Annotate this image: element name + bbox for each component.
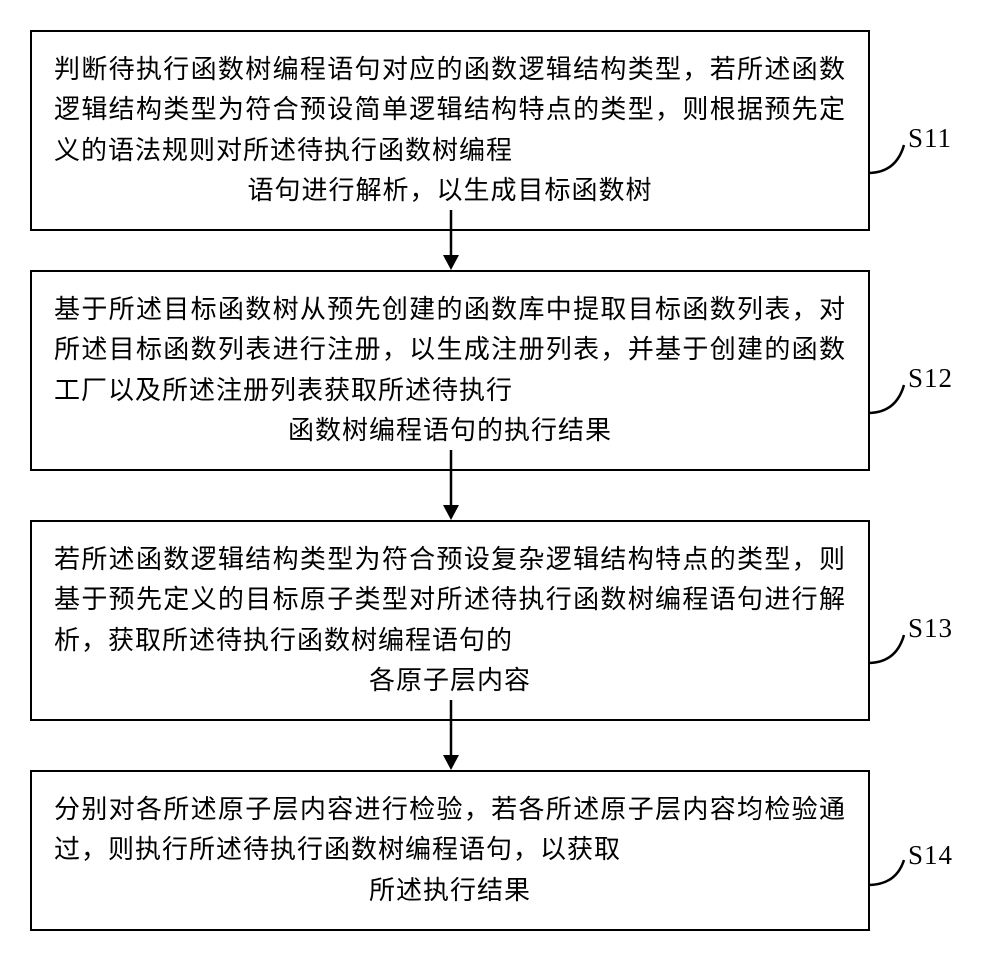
- step-text-main: 分别对各所述原子层内容进行检验，若各所述原子层内容均检验通过，则执行所述待执行函…: [54, 795, 846, 864]
- flow-arrow: [450, 450, 452, 520]
- step-text-last: 语句进行解析，以生成目标函数树: [54, 171, 846, 211]
- step-label: S14: [908, 840, 953, 871]
- flow-step-box: 分别对各所述原子层内容进行检验，若各所述原子层内容均检验通过，则执行所述待执行函…: [30, 770, 870, 931]
- step-text-main: 基于所述目标函数树从预先创建的函数库中提取目标函数列表，对所述目标函数列表进行注…: [54, 295, 846, 405]
- flow-step-box: 若所述函数逻辑结构类型为符合预设复杂逻辑结构特点的类型，则基于预先定义的目标原子…: [30, 520, 870, 721]
- flow-step: 基于所述目标函数树从预先创建的函数库中提取目标函数列表，对所述目标函数列表进行注…: [30, 270, 970, 471]
- step-label: S13: [908, 613, 953, 644]
- flow-step: 分别对各所述原子层内容进行检验，若各所述原子层内容均检验通过，则执行所述待执行函…: [30, 770, 970, 931]
- step-label: S12: [908, 363, 953, 394]
- step-text-last: 所述执行结果: [54, 871, 846, 911]
- flow-step-box: 基于所述目标函数树从预先创建的函数库中提取目标函数列表，对所述目标函数列表进行注…: [30, 270, 870, 471]
- step-text-last: 函数树编程语句的执行结果: [54, 411, 846, 451]
- flowchart-container: 判断待执行函数树编程语句对应的函数逻辑结构类型，若所述函数逻辑结构类型为符合预设…: [0, 0, 1000, 954]
- flow-step: 若所述函数逻辑结构类型为符合预设复杂逻辑结构特点的类型，则基于预先定义的目标原子…: [30, 520, 970, 721]
- flow-step-box: 判断待执行函数树编程语句对应的函数逻辑结构类型，若所述函数逻辑结构类型为符合预设…: [30, 30, 870, 231]
- step-label: S11: [908, 123, 952, 154]
- step-text-main: 判断待执行函数树编程语句对应的函数逻辑结构类型，若所述函数逻辑结构类型为符合预设…: [54, 55, 846, 165]
- flow-arrow: [450, 700, 452, 770]
- flow-step: 判断待执行函数树编程语句对应的函数逻辑结构类型，若所述函数逻辑结构类型为符合预设…: [30, 30, 970, 231]
- step-text-last: 各原子层内容: [54, 661, 846, 701]
- step-text-main: 若所述函数逻辑结构类型为符合预设复杂逻辑结构特点的类型，则基于预先定义的目标原子…: [54, 545, 846, 655]
- flow-arrow: [450, 210, 452, 270]
